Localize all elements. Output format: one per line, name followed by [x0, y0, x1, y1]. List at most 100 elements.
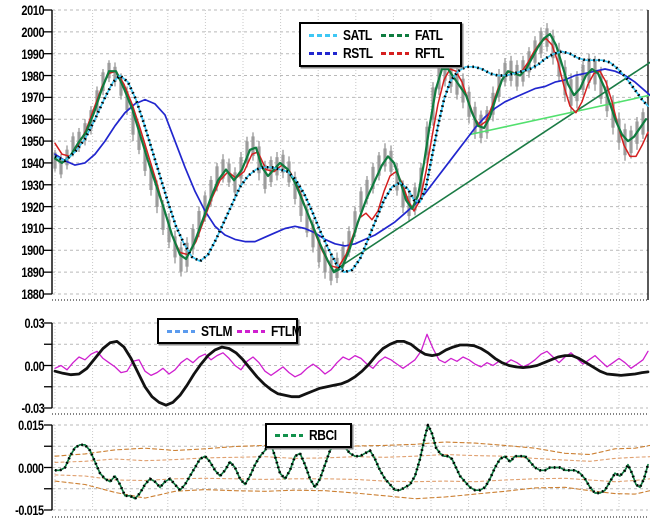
price-bar-body: [149, 167, 153, 190]
price-bar-body: [209, 179, 213, 202]
price-y-tick-label: 1880: [21, 286, 44, 302]
price-y-tick-label: 1900: [21, 242, 44, 259]
ftlm-line: [54, 333, 649, 378]
fatl-swatch: [380, 33, 409, 37]
fatl-label: FATL: [414, 26, 443, 44]
price-bar-body: [113, 66, 117, 82]
price-bar-body: [317, 239, 321, 263]
momentum-y-tick-label: -0.03: [21, 400, 44, 416]
rbci-y-tick-label: -0.015: [15, 502, 44, 518]
price-bar-body: [323, 249, 327, 273]
satl-swatch: [309, 33, 337, 37]
stlm-line: [53, 340, 650, 407]
price-y-tick-label: 1890: [21, 264, 44, 281]
stlm-swatch: [167, 329, 195, 333]
price-y-tick-label: 1910: [21, 220, 44, 237]
legend-item-rftl: RFTL: [380, 45, 453, 63]
price-y-tick-label: 1920: [21, 198, 44, 215]
band-lower-inner-line: [54, 474, 650, 483]
price-bar-body: [569, 79, 573, 106]
rftl-swatch: [380, 52, 409, 56]
price-bar-body: [371, 166, 375, 189]
price-bar-body: [173, 236, 177, 258]
price-bar-body: [215, 166, 219, 187]
price-bar-body: [347, 231, 351, 253]
ftlm-label: FTLM: [271, 322, 302, 340]
momentum-legend-row: STLM FTLM: [167, 322, 302, 340]
rstl-line: [54, 68, 650, 247]
price-bar-body: [71, 136, 75, 152]
price-bar-body: [167, 219, 171, 243]
band-upper-inner-line: [54, 453, 650, 463]
price-y-tick-label: 1940: [21, 154, 44, 171]
price-bar-body: [53, 152, 57, 169]
price-y-tick-label: 2000: [21, 23, 44, 40]
rstl-swatch: [309, 52, 337, 56]
price-bar-body: [515, 64, 519, 87]
price-bar-body: [161, 204, 165, 230]
price-bar-body: [413, 187, 417, 211]
price-bar-body: [281, 154, 285, 173]
price-bar-body: [599, 73, 603, 99]
price-bar-body: [365, 179, 369, 199]
price-bar-body: [299, 194, 303, 216]
price-y-tick-label: 1970: [21, 89, 44, 106]
price-bar-body: [557, 49, 561, 77]
trend-light-green-line: [469, 94, 650, 136]
legend-item-rbci: RBCI: [275, 427, 344, 444]
price-bar-body: [197, 210, 201, 232]
price-bar-body: [605, 86, 609, 112]
price-bar-body: [581, 64, 585, 91]
legend-item-satl: SATL: [309, 27, 381, 44]
price-y-tick-label: 1960: [21, 111, 44, 128]
momentum-y-tick-label: 0.03: [24, 315, 44, 331]
price-bar-body: [155, 184, 159, 207]
price-bar-body: [251, 136, 255, 157]
price-bar-body: [623, 129, 627, 156]
price-y-tick-label: 1990: [21, 45, 44, 62]
price-legend-row-1: SATL FATL: [309, 26, 452, 45]
price-bar-body: [563, 66, 567, 96]
rbci-swatch: [275, 434, 303, 437]
rbci-legend: RBCI: [265, 423, 352, 448]
price-bar-body: [239, 157, 243, 179]
rbci-y-tick-label: 0.000: [18, 459, 45, 476]
price-y-tick-label: 1980: [21, 67, 44, 84]
price-bar-body: [125, 91, 129, 111]
price-bar-body: [575, 76, 579, 102]
price-bar-body: [263, 164, 267, 189]
price-bar-body: [293, 176, 297, 200]
price-bar-body: [353, 211, 357, 233]
satl-dots: [54, 50, 649, 274]
price-bar-body: [233, 172, 237, 193]
price-y-tick-label: 2010: [21, 2, 44, 18]
price-bar-body: [377, 155, 381, 176]
price-bar-body: [629, 130, 633, 154]
rstl-label: RSTL: [343, 45, 373, 63]
band-upper-outer-line: [54, 441, 650, 457]
price-bar-body: [449, 65, 453, 87]
price-bar-body: [587, 58, 591, 83]
price-bar-body: [143, 147, 147, 171]
price-bar-body: [401, 185, 405, 208]
rftl-label: RFTL: [414, 45, 444, 63]
legend-item-fatl: FATL: [380, 26, 453, 44]
price-bar-body: [203, 195, 207, 218]
price-bar-body: [359, 191, 363, 213]
momentum-y-tick-label: 0.00: [24, 357, 44, 374]
rbci-label: RBCI: [309, 427, 337, 444]
legend-item-rstl: RSTL: [309, 45, 381, 62]
price-bar-body: [341, 246, 345, 267]
price-bar-body: [245, 141, 249, 163]
band-lower-outer-line: [54, 480, 650, 500]
price-bar-body: [101, 72, 105, 92]
momentum-legend: STLM FTLM: [157, 318, 302, 344]
price-bar-body: [137, 128, 141, 150]
price-bar-body: [311, 224, 315, 248]
price-legend: SATL FATL RSTL RFTL: [299, 22, 462, 67]
fatl-line: [53, 32, 648, 274]
price-bar-body: [119, 77, 123, 96]
ftlm-swatch: [237, 329, 265, 333]
